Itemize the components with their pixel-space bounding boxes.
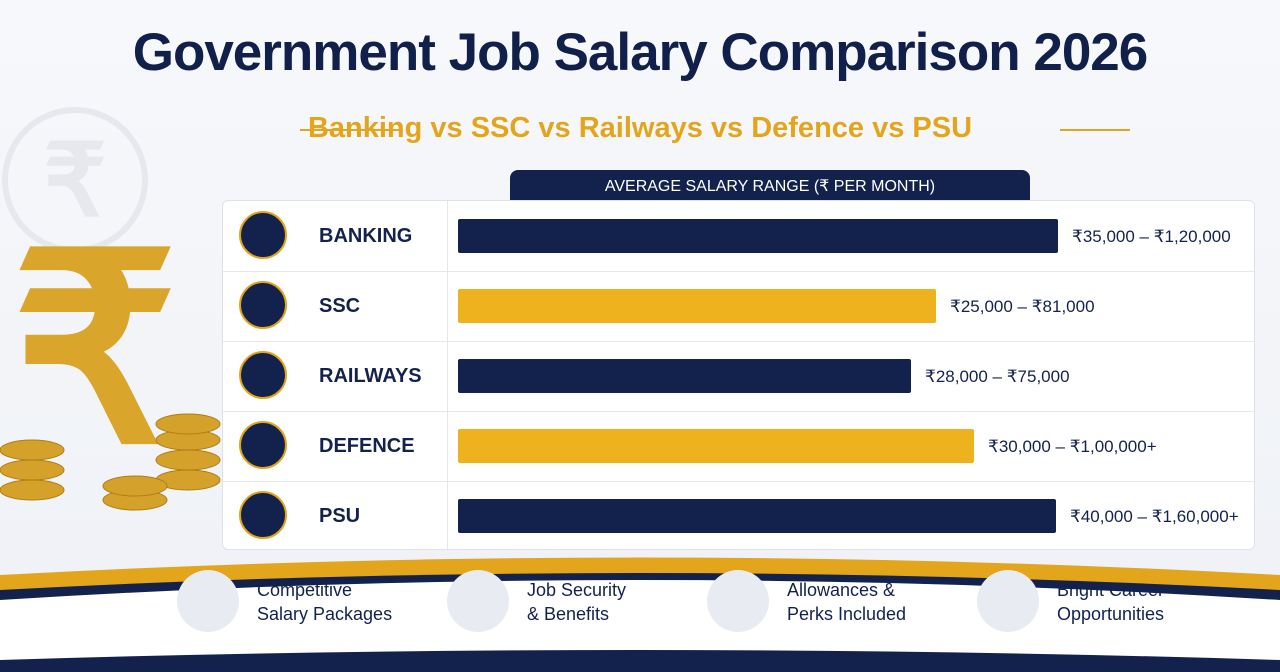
salary-bar xyxy=(458,499,1056,533)
salary-range: ₹40,000 – ₹1,60,000+ xyxy=(1070,507,1239,526)
row-icon xyxy=(239,351,287,399)
feature-text: Competitive Salary Packages xyxy=(257,578,392,626)
row-label: BANKING xyxy=(319,225,413,247)
salary-bar xyxy=(458,219,1058,253)
feature-text: Allowances & Perks Included xyxy=(787,578,906,626)
feature-line: Bright Career xyxy=(1057,580,1165,600)
divider xyxy=(447,411,448,481)
divider xyxy=(447,201,448,271)
row-icon xyxy=(239,211,287,259)
row-label: PSU xyxy=(319,505,361,527)
row-icon xyxy=(239,281,287,329)
feature-text: Job Security & Benefits xyxy=(527,578,626,626)
row-label: DEFENCE xyxy=(319,435,415,457)
salary-range: ₹28,000 – ₹75,000 xyxy=(925,367,1070,386)
salary-range: ₹25,000 – ₹81,000 xyxy=(950,297,1095,316)
table-heading: AVERAGE SALARY RANGE (₹ PER MONTH) xyxy=(510,170,1030,202)
feature-line: & Benefits xyxy=(527,604,610,624)
feature-line: Opportunities xyxy=(1057,604,1165,624)
table-row: PSU ₹40,000 – ₹1,60,000+ xyxy=(223,481,1254,551)
feature-icon xyxy=(977,570,1039,632)
row-label: RAILWAYS xyxy=(319,365,422,387)
salary-range: ₹30,000 – ₹1,00,000+ xyxy=(988,437,1157,456)
table-row: RAILWAYS ₹28,000 – ₹75,000 xyxy=(223,341,1254,412)
divider xyxy=(447,341,448,411)
salary-bar xyxy=(458,289,936,323)
feature-line: Perks Included xyxy=(787,604,907,624)
title: Government Job Salary Comparison 2026 xyxy=(132,23,1149,82)
row-icon xyxy=(239,491,287,539)
feature-line: Job Security xyxy=(527,580,627,600)
divider xyxy=(447,481,448,551)
salary-bar xyxy=(458,429,974,463)
row-icon xyxy=(239,421,287,469)
feature-icon xyxy=(707,570,769,632)
table-row: DEFENCE ₹30,000 – ₹1,00,000+ xyxy=(223,411,1254,482)
salary-range: ₹35,000 – ₹1,20,000 xyxy=(1072,227,1231,246)
table-row: BANKING ₹35,000 – ₹1,20,000 xyxy=(223,201,1254,272)
feature-line: Allowances & xyxy=(787,580,896,600)
feature-line: Competitive xyxy=(257,580,353,600)
table-row: SSC ₹25,000 – ₹81,000 xyxy=(223,271,1254,342)
feature-text: Bright Career Opportunities xyxy=(1057,578,1164,626)
divider xyxy=(447,271,448,341)
salary-table: BANKING ₹35,000 – ₹1,20,000 SSC ₹25,000 – ₹… xyxy=(222,200,1255,551)
feature-line: Salary Packages xyxy=(257,604,393,624)
subtitle: Banking vs SSC vs Railways vs Defence vs… xyxy=(307,112,973,144)
salary-bar xyxy=(458,359,911,393)
feature-icon xyxy=(177,570,239,632)
row-label: SSC xyxy=(319,295,361,317)
svg-text:₹: ₹ xyxy=(43,125,107,237)
feature-icon xyxy=(447,570,509,632)
